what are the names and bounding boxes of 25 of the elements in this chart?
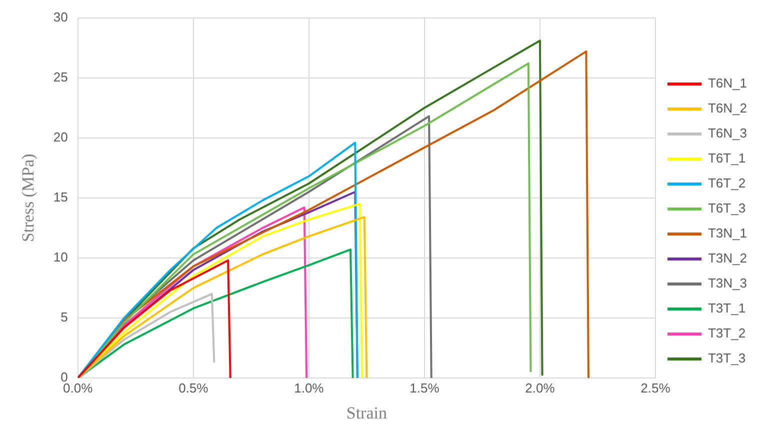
legend-label: T3T_3 — [708, 350, 746, 366]
x-tick-label: 2.5% — [640, 380, 671, 396]
legend-label: T6N_2 — [708, 100, 748, 116]
legend-label: T6T_1 — [708, 150, 746, 166]
x-tick-label: 1.5% — [410, 380, 440, 396]
x-tick-label: 2.0% — [525, 380, 556, 396]
y-tick-label: 25 — [53, 69, 68, 84]
y-tick-label: 5 — [60, 310, 68, 325]
y-tick-label: 20 — [53, 129, 68, 144]
y-tick-label: 10 — [53, 250, 68, 265]
legend-label: T3N_3 — [708, 276, 748, 291]
legend-label: T3T_2 — [708, 326, 746, 341]
x-tick-label: 1.0% — [294, 380, 324, 396]
y-axis-title: Stress (MPa) — [18, 154, 38, 242]
y-tick-label: 15 — [53, 189, 68, 204]
legend-label: T6T_2 — [708, 176, 746, 191]
legend-label: T6N_3 — [708, 126, 748, 141]
legend-label: T3T_1 — [708, 300, 746, 316]
legend-label: T3N_1 — [708, 226, 748, 241]
x-tick-label: 0.5% — [178, 380, 209, 396]
y-tick-label: 30 — [53, 9, 68, 24]
legend-label: T3N_2 — [708, 250, 748, 266]
legend-label: T6N_1 — [708, 76, 748, 91]
legend-label: T6T_3 — [708, 200, 746, 216]
x-axis-title: Strain — [346, 403, 388, 422]
